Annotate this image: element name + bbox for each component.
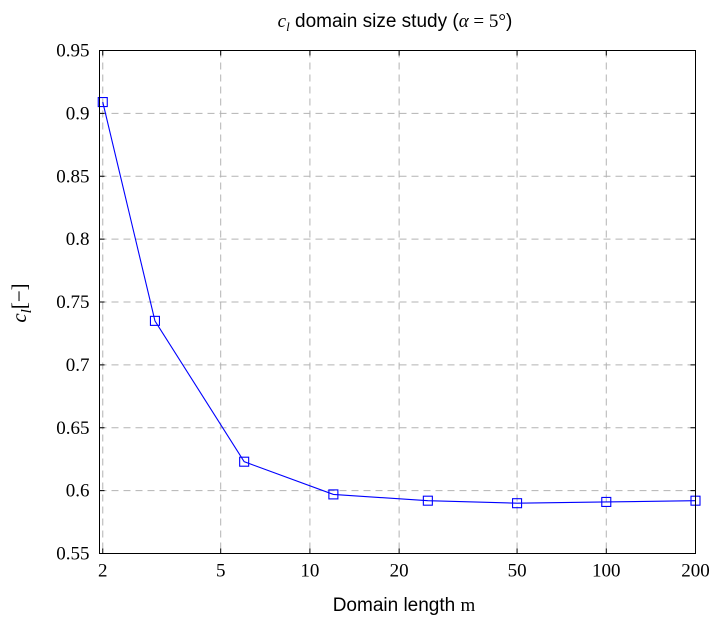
- y-tick-label: 0.55: [56, 544, 89, 565]
- y-axis-label-var: c: [7, 313, 31, 323]
- data-point-marker: [239, 456, 250, 467]
- series: [97, 97, 701, 509]
- data-point-marker: [328, 489, 339, 500]
- x-axis-label: Domain length m: [333, 595, 476, 616]
- title-alpha: α: [459, 11, 470, 32]
- data-point-marker: [422, 495, 433, 506]
- x-tick-label: 10: [300, 561, 319, 582]
- y-tick-label: 0.85: [56, 166, 89, 187]
- grid: [99, 50, 696, 554]
- x-tick-label: 50: [508, 561, 527, 582]
- x-tick-label: 2: [98, 561, 108, 582]
- title-eq: = 5°: [469, 11, 506, 32]
- title-close: ): [506, 11, 512, 32]
- x-tick-label: 200: [681, 561, 710, 582]
- x-axis-label-unit: m: [461, 595, 476, 616]
- y-tick-label: 0.7: [66, 355, 90, 376]
- y-tick-label: 0.65: [56, 418, 89, 439]
- plot-frame: [99, 50, 696, 554]
- x-tick-label: 100: [592, 561, 621, 582]
- y-tick-label: 0.75: [56, 292, 89, 313]
- y-tick-label: 0.8: [66, 229, 90, 250]
- data-point-marker: [601, 496, 612, 507]
- x-axis-label-text: Domain length: [333, 595, 461, 616]
- x-tick-label: 5: [216, 561, 226, 582]
- y-tick-label: 0.95: [56, 41, 89, 62]
- series-line: [102, 101, 696, 504]
- y-axis-label: cl[−]: [7, 283, 35, 322]
- data-point-marker: [149, 315, 160, 326]
- x-tick-label: 20: [390, 561, 409, 582]
- title-var: c: [278, 11, 287, 32]
- y-axis-label-sub: l: [19, 309, 35, 313]
- y-tick-label: 0.9: [66, 103, 90, 124]
- chart-title: cl domain size study (α = 5°): [278, 11, 513, 34]
- data-point-marker: [97, 97, 108, 108]
- ticks: 2 5 10 20 50 100 200 0.55 0.6 0.65 0.7 0.75 0.8 0.85 0…: [56, 41, 710, 582]
- title-text: domain size study (: [290, 11, 460, 32]
- y-axis-label-unit: [−]: [7, 283, 31, 309]
- data-point-marker: [512, 498, 523, 509]
- y-tick-label: 0.6: [66, 481, 90, 502]
- title-sub: l: [286, 19, 290, 34]
